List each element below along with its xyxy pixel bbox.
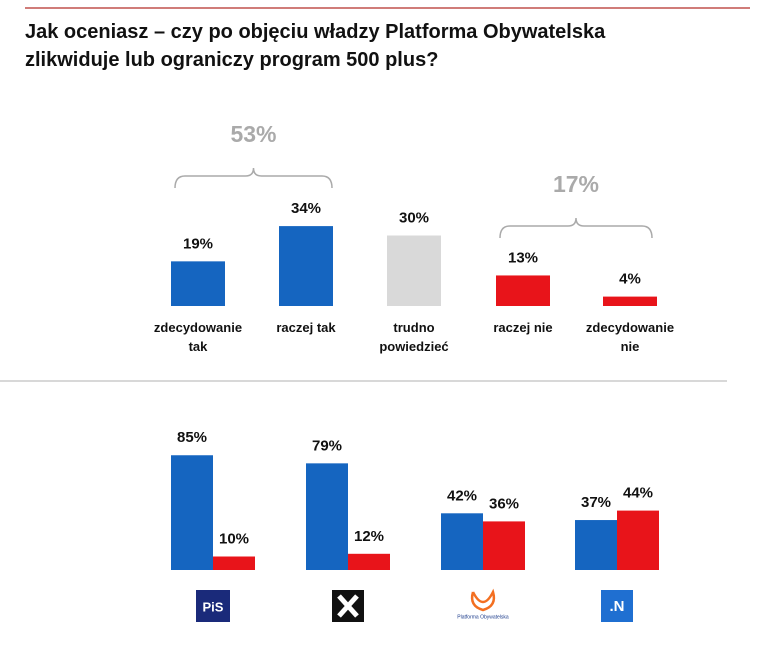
bar — [171, 261, 225, 306]
chart-title: Jak oceniasz – czy po objęciu władzy Pla… — [25, 21, 606, 71]
value-label: 4% — [619, 271, 641, 288]
logo-text: Platforma Obywatelska — [457, 614, 509, 620]
bracket — [499, 217, 653, 239]
category-label: raczej nie — [493, 320, 553, 335]
value-label: 10% — [219, 530, 249, 547]
value-label: 36% — [489, 495, 519, 512]
logo — [470, 588, 496, 612]
value-label: 37% — [581, 494, 611, 511]
bar — [483, 521, 525, 570]
bar — [213, 556, 255, 570]
value-label: 13% — [508, 249, 538, 266]
value-label: 85% — [177, 429, 207, 446]
logo-text: .N — [610, 598, 625, 615]
value-label: 34% — [291, 200, 321, 217]
bar — [348, 553, 390, 570]
category-label: raczej tak — [276, 320, 336, 335]
bar — [306, 463, 348, 570]
value-label: 79% — [312, 437, 342, 454]
logo-text: PiS — [203, 599, 224, 614]
bar — [617, 510, 659, 570]
value-label: 12% — [354, 528, 384, 545]
bar — [575, 520, 617, 570]
bar — [171, 455, 213, 570]
bracket — [174, 167, 333, 189]
bar — [496, 275, 550, 306]
logo — [337, 594, 359, 618]
value-label: 30% — [399, 209, 429, 226]
value-label: 19% — [183, 235, 213, 252]
category-label: trudno powiedzieć — [379, 320, 449, 354]
bar — [603, 296, 657, 306]
logo — [601, 590, 633, 622]
bracket-label: 17% — [553, 171, 599, 197]
value-label: 44% — [623, 485, 653, 502]
category-label: zdecydowanie nie — [585, 320, 675, 354]
bar — [441, 513, 483, 570]
logo — [196, 590, 230, 622]
bar — [279, 226, 333, 306]
value-label: 42% — [447, 487, 477, 504]
category-label: zdecydowanie tak — [153, 320, 243, 354]
bracket-label: 53% — [230, 121, 276, 147]
bar — [387, 235, 441, 306]
